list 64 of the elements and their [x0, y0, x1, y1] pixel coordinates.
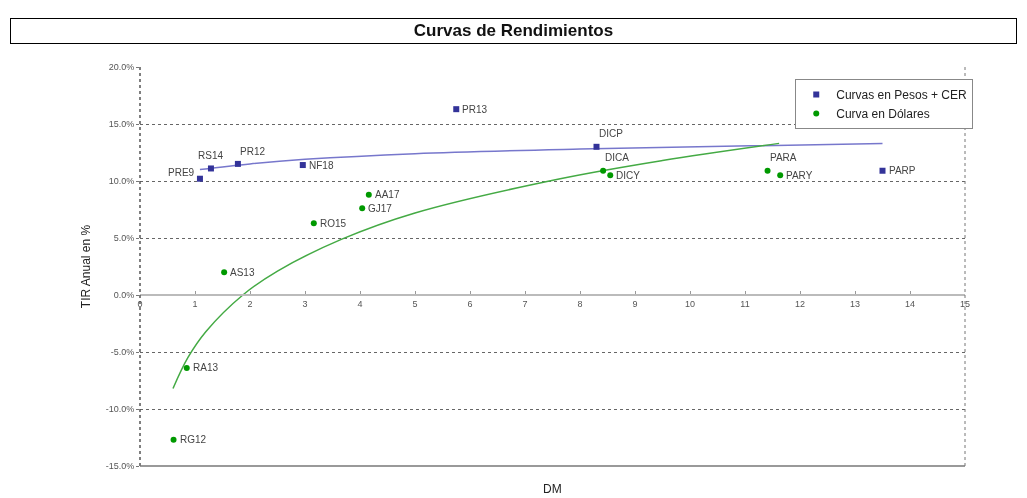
x-tick-label: 9	[632, 298, 638, 309]
x-tick-label: 4	[357, 298, 363, 309]
x-tick-label: 7	[522, 298, 528, 309]
annotation: DICY	[616, 170, 641, 181]
y-tick-label: 5.0%	[113, 233, 135, 244]
point	[183, 364, 190, 371]
x-tick-label: 5	[412, 298, 418, 309]
annotation: RA13	[193, 362, 219, 373]
annotation: RG12	[180, 434, 207, 445]
point	[607, 172, 614, 179]
x-tick-label: 8	[577, 298, 583, 309]
x-tick-label: 3	[302, 298, 308, 309]
annotation: PARA	[770, 152, 797, 163]
point	[593, 143, 600, 150]
x-tick-label: 6	[467, 298, 473, 309]
annotation: RO15	[320, 218, 347, 229]
y-tick-label: -15.0%	[105, 461, 135, 472]
x-tick-label: 0	[137, 298, 143, 309]
annotation: GJ17	[368, 203, 393, 214]
x-axis-title: DM	[543, 482, 562, 496]
y-tick-label: 0.0%	[113, 290, 135, 301]
point	[777, 172, 784, 179]
point	[764, 167, 771, 174]
x-tick-label: 13	[849, 298, 861, 309]
point	[170, 436, 177, 443]
point	[365, 191, 372, 198]
point	[221, 269, 228, 276]
y-tick-label: 10.0%	[108, 176, 135, 187]
legend-label: Curvas en Pesos + CER	[836, 88, 967, 103]
line-series	[199, 142, 884, 171]
x-tick-label: 11	[740, 298, 750, 309]
annotation: AA17	[375, 189, 400, 200]
point	[359, 205, 366, 212]
point	[234, 160, 241, 167]
point	[310, 220, 317, 227]
y-tick-label: -10.0%	[105, 404, 135, 415]
point	[196, 175, 203, 182]
annotation: PRE9	[168, 167, 195, 178]
annotation: PR13	[462, 104, 488, 115]
x-tick-label: 15	[959, 298, 971, 309]
legend-label: Curva en Dólares	[836, 107, 930, 122]
point	[207, 165, 214, 172]
y-tick-label: 20.0%	[108, 62, 135, 73]
annotation: RS14	[198, 150, 224, 161]
y-axis-title: TIR Anual en %	[78, 224, 93, 309]
x-tick-label: 2	[247, 298, 253, 309]
x-tick-label: 12	[794, 298, 806, 309]
annotation: DICP	[599, 128, 624, 139]
annotation: PARY	[786, 170, 813, 181]
annotation: AS13	[230, 267, 255, 278]
annotation: DICA	[605, 152, 630, 163]
annotation: NF18	[309, 160, 334, 171]
annotation: PR12	[240, 146, 266, 157]
annotation: PARP	[889, 165, 916, 176]
point	[600, 167, 607, 174]
x-tick-label: 1	[192, 298, 198, 309]
x-tick-label: 14	[904, 298, 916, 309]
y-tick-label: 15.0%	[108, 119, 135, 130]
x-tick-label: 10	[684, 298, 696, 309]
point	[299, 162, 306, 169]
point	[453, 106, 460, 113]
y-tick-label: -5.0%	[110, 347, 135, 358]
point	[879, 167, 886, 174]
chart-title: Curvas de Rendimientos	[10, 18, 1017, 44]
